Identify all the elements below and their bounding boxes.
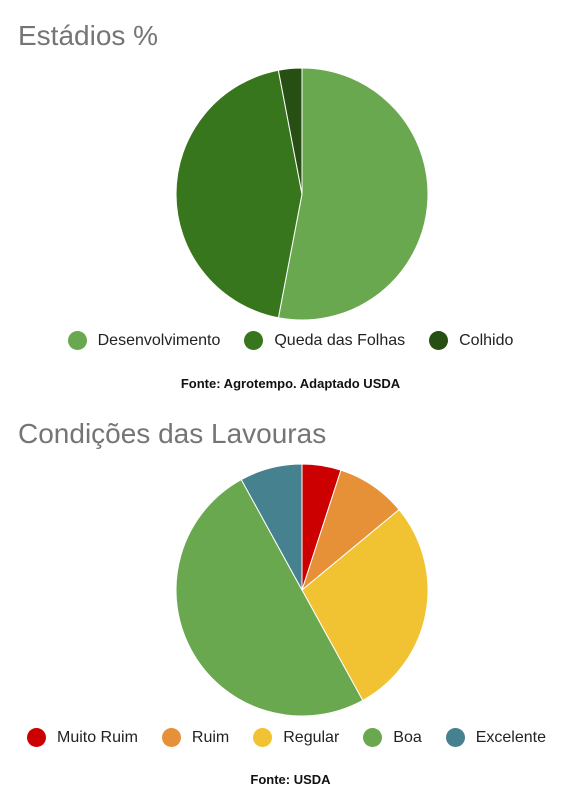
legend-swatch	[445, 728, 465, 747]
legend-item-queda-das-folhas: Queda das Folhas	[244, 331, 405, 350]
pie-slice-colhido	[277, 67, 303, 195]
source-note-condicoes: Fonte: USDA	[250, 772, 331, 787]
pie-slice-queda-das-folhas	[175, 69, 303, 319]
legend-label: Desenvolvimento	[97, 331, 221, 349]
legend-item-desenvolvimento: Desenvolvimento	[67, 331, 221, 350]
legend-swatch	[363, 728, 383, 747]
chart-title-estadios: Estádios %	[18, 20, 159, 51]
pie-chart-condicoes	[175, 463, 429, 717]
legend-condicoes: Muito Ruim Ruim Regular Boa Excelente	[0, 728, 577, 747]
legend-item-regular: Regular	[253, 728, 339, 747]
legend-label: Colhido	[459, 331, 514, 349]
legend-item-excelente: Excelente	[445, 728, 546, 747]
pie-slice-desenvolvimento	[277, 67, 429, 321]
legend-label: Boa	[393, 728, 422, 746]
legend-swatch	[26, 728, 46, 747]
legend-label: Excelente	[475, 728, 546, 746]
legend-label: Ruim	[191, 728, 230, 746]
legend-item-ruim: Ruim	[161, 728, 230, 747]
pie-slice-regular	[301, 508, 429, 702]
legend-swatch	[67, 331, 87, 350]
legend-swatch	[253, 728, 273, 747]
pie-slice-boa	[175, 478, 364, 717]
legend-swatch	[244, 331, 264, 350]
pie-slice-excelente	[240, 463, 303, 591]
legend-item-colhido: Colhido	[429, 331, 513, 350]
legend-swatch	[161, 728, 181, 747]
legend-label: Regular	[283, 728, 340, 746]
legend-item-muito-ruim: Muito Ruim	[26, 728, 138, 747]
legend-label: Queda das Folhas	[274, 331, 406, 349]
source-note-estadios: Fonte: Agrotempo. Adaptado USDA	[180, 376, 401, 391]
pie-chart-estadios	[175, 67, 429, 321]
legend-item-boa: Boa	[363, 728, 422, 747]
legend-swatch	[429, 331, 449, 350]
legend-estadios: Desenvolvimento Queda das Folhas Colhido	[0, 331, 581, 350]
legend-label: Muito Ruim	[56, 728, 138, 746]
chart-title-condicoes: Condições das Lavouras	[18, 418, 327, 449]
